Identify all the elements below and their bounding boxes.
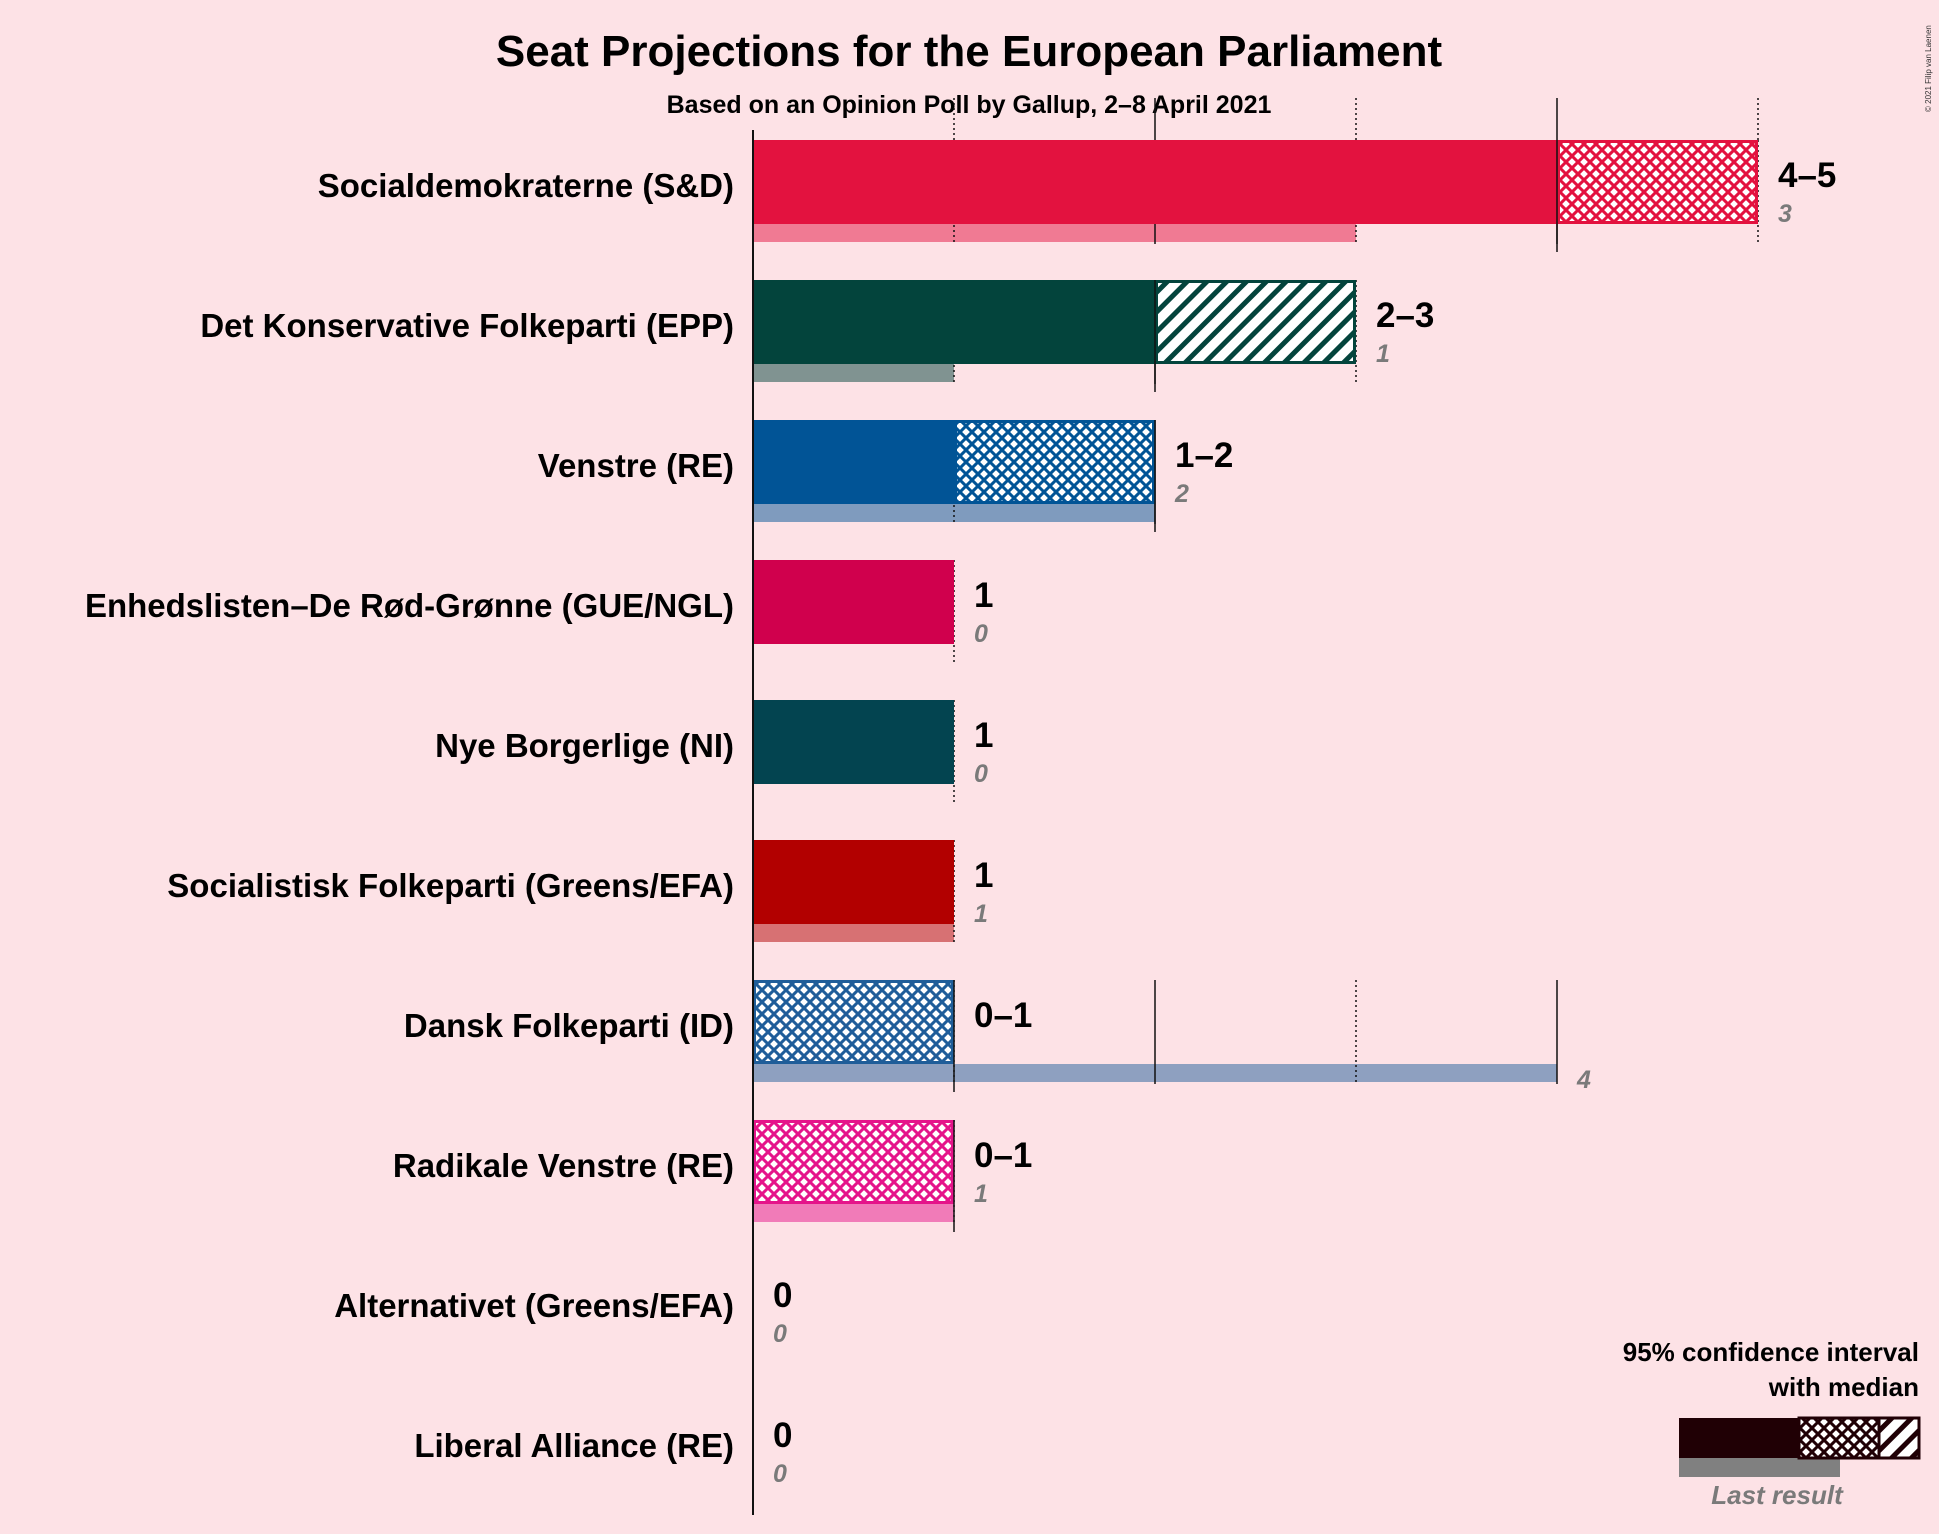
party-label: Alternativet (Greens/EFA) xyxy=(334,1287,734,1324)
last-result-bar xyxy=(753,924,954,942)
bar-solid xyxy=(753,140,1557,224)
party-row: Socialistisk Folkeparti (Greens/EFA) 1 1 xyxy=(167,840,993,944)
seat-range-label: 1 xyxy=(974,576,993,615)
party-row: Nye Borgerlige (NI) 1 0 xyxy=(435,700,993,804)
party-rows: Socialdemokraterne (S&D) 4–5 3 Det Konserva… xyxy=(85,140,1836,1488)
bar-crosshatch xyxy=(753,1120,954,1204)
last-result-label: 4 xyxy=(1576,1066,1591,1094)
last-result-label: 2 xyxy=(1174,480,1189,508)
copyright-notice: © 2021 Filip van Laenen xyxy=(1924,25,1933,112)
party-label: Enhedslisten–De Rød-Grønne (GUE/NGL) xyxy=(85,587,734,624)
last-result-label: 1 xyxy=(974,1180,988,1208)
seat-range-label: 4–5 xyxy=(1778,156,1836,195)
last-result-label: 1 xyxy=(974,900,988,928)
legend-crosshatch-bar xyxy=(1797,1416,1881,1460)
chart-title: Seat Projections for the European Parlia… xyxy=(496,27,1443,76)
last-result-label: 0 xyxy=(974,760,988,788)
grid-lines xyxy=(953,98,1759,140)
seat-range-label: 2–3 xyxy=(1376,296,1434,335)
bar-crosshatch xyxy=(753,980,954,1064)
last-result-bar xyxy=(753,224,1356,242)
last-result-bar xyxy=(753,1204,954,1222)
seat-range-label: 1 xyxy=(974,856,993,895)
seat-range-label: 0–1 xyxy=(974,1136,1032,1175)
party-row: Alternativet (Greens/EFA) 0 0 xyxy=(334,1276,792,1348)
party-row: Liberal Alliance (RE) 0 0 xyxy=(414,1416,792,1488)
last-result-bar xyxy=(753,364,954,382)
legend-solid-bar xyxy=(1679,1418,1799,1458)
bar-solid xyxy=(753,280,1155,364)
legend-diagonal-bar xyxy=(1877,1416,1921,1460)
party-label: Venstre (RE) xyxy=(538,447,734,484)
legend-line-1: 95% confidence interval xyxy=(1623,1337,1919,1367)
party-label: Socialistisk Folkeparti (Greens/EFA) xyxy=(167,867,734,904)
party-label: Liberal Alliance (RE) xyxy=(414,1427,734,1464)
bar-solid xyxy=(753,700,954,784)
party-row: Venstre (RE) 1–2 2 xyxy=(538,420,1233,532)
last-result-label: 0 xyxy=(773,1460,787,1488)
party-label: Dansk Folkeparti (ID) xyxy=(404,1007,734,1044)
party-label: Socialdemokraterne (S&D) xyxy=(318,167,734,204)
seat-range-label: 1–2 xyxy=(1175,436,1233,475)
party-row: Radikale Venstre (RE) 0–1 1 xyxy=(393,1120,1032,1232)
party-label: Radikale Venstre (RE) xyxy=(393,1147,734,1184)
last-result-bar xyxy=(753,504,1155,522)
chart-subtitle: Based on an Opinion Poll by Gallup, 2–8 … xyxy=(667,91,1272,119)
bar-solid xyxy=(753,420,954,504)
legend-last-result-label: Last result xyxy=(1711,1480,1844,1510)
party-row: Enhedslisten–De Rød-Grønne (GUE/NGL) 1 0 xyxy=(85,560,993,664)
last-result-label: 0 xyxy=(974,620,988,648)
party-label: Nye Borgerlige (NI) xyxy=(435,727,734,764)
legend: 95% confidence interval with median Last… xyxy=(1623,1337,1921,1510)
last-result-label: 0 xyxy=(773,1320,787,1348)
party-row: Dansk Folkeparti (ID) 0–1 4 xyxy=(404,980,1591,1094)
party-row: Socialdemokraterne (S&D) 4–5 3 xyxy=(318,140,1836,252)
party-label: Det Konservative Folkeparti (EPP) xyxy=(200,307,734,344)
seat-range-label: 1 xyxy=(974,716,993,755)
bar-solid xyxy=(753,560,954,644)
party-row: Det Konservative Folkeparti (EPP) 2–3 1 xyxy=(200,280,1434,392)
seat-range-label: 0 xyxy=(773,1276,792,1315)
bar-solid xyxy=(753,840,954,924)
legend-last-result-bar xyxy=(1679,1458,1840,1477)
bar-hatched xyxy=(1557,140,1758,224)
seat-range-label: 0 xyxy=(773,1416,792,1455)
bar-hatched xyxy=(1155,280,1356,364)
bar-crosshatch xyxy=(954,420,1155,504)
seat-range-label: 0–1 xyxy=(974,996,1032,1035)
last-result-label: 3 xyxy=(1778,200,1792,228)
last-result-label: 1 xyxy=(1376,340,1390,368)
legend-line-2: with median xyxy=(1768,1372,1919,1402)
